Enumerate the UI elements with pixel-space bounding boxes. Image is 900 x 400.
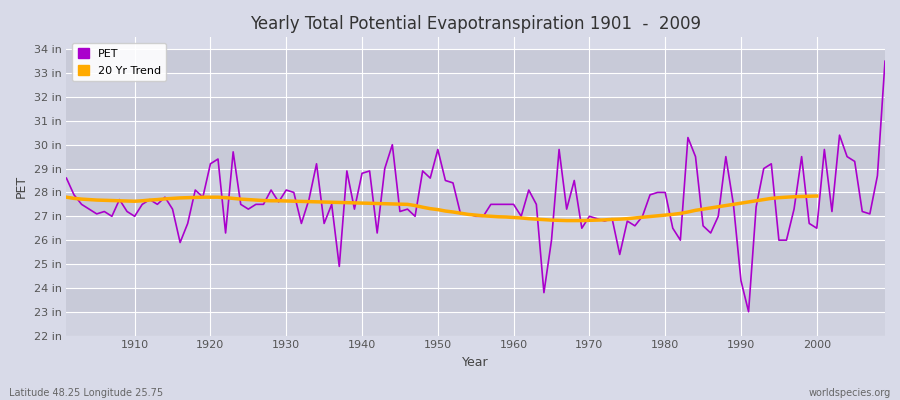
X-axis label: Year: Year: [463, 356, 489, 369]
Y-axis label: PET: PET: [15, 175, 28, 198]
Bar: [67, 240, 885, 264]
Bar: [67, 192, 885, 216]
Title: Yearly Total Potential Evapotranspiration 1901  -  2009: Yearly Total Potential Evapotranspiratio…: [250, 15, 701, 33]
Bar: [67, 216, 885, 240]
Bar: [67, 264, 885, 288]
Text: Latitude 48.25 Longitude 25.75: Latitude 48.25 Longitude 25.75: [9, 388, 163, 398]
Bar: [67, 73, 885, 97]
Legend: PET, 20 Yr Trend: PET, 20 Yr Trend: [72, 43, 166, 81]
Bar: [67, 288, 885, 312]
Bar: [67, 97, 885, 121]
Bar: [67, 168, 885, 192]
Bar: [67, 49, 885, 73]
Bar: [67, 312, 885, 336]
Bar: [67, 145, 885, 168]
Bar: [67, 121, 885, 145]
Text: worldspecies.org: worldspecies.org: [809, 388, 891, 398]
